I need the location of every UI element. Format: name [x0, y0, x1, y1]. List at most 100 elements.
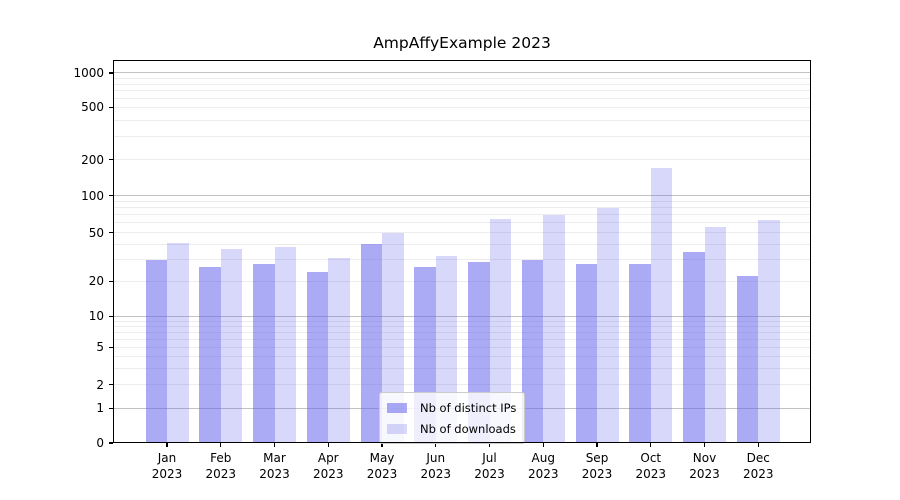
x-tick-month: May [369, 451, 395, 465]
bar-distinct-ips-nov [683, 251, 705, 443]
y-tick-label: 20 [88, 274, 104, 289]
x-tick-year: 2023 [151, 466, 183, 481]
x-tick-month: Oct [640, 451, 662, 465]
bar-downloads-apr [328, 258, 350, 443]
y-tick-mark [108, 106, 113, 109]
bar-downloads-jul [489, 218, 511, 443]
y-tick-mark [108, 407, 113, 410]
x-tick-label: Nov 2023 [673, 451, 737, 482]
bar-downloads-sep [597, 208, 619, 443]
bar-distinct-ips-feb [199, 267, 221, 443]
x-tick-year: 2023 [742, 466, 774, 481]
legend: Nb of distinct IPs Nb of downloads [379, 392, 526, 444]
legend-swatch-downloads [387, 423, 407, 434]
gridline-minor [113, 106, 811, 108]
x-tick-mark [220, 443, 222, 447]
gridline-minor [113, 206, 811, 208]
bar-downloads-may [382, 232, 404, 443]
gridline-minor [113, 346, 811, 348]
y-tick-label: 0 [96, 436, 104, 450]
legend-swatch-distinct-ips [387, 402, 407, 413]
gridline-minor [113, 214, 811, 216]
y-tick-label: 1000 [73, 65, 104, 80]
x-tick-month: Feb [210, 451, 232, 465]
x-tick-month: Apr [317, 451, 339, 465]
bar-downloads-oct [650, 167, 673, 443]
y-tick-label: 200 [81, 152, 104, 167]
y-tick-mark [108, 231, 113, 234]
x-tick-year: 2023 [581, 466, 613, 481]
x-tick-label: Jul 2023 [458, 451, 522, 482]
y-tick-mark [108, 383, 113, 386]
bar-distinct-ips-jan [145, 259, 167, 443]
x-tick-month: Mar [263, 451, 286, 465]
x-tick-label: Jun 2023 [404, 451, 468, 482]
gridline-minor [113, 331, 811, 333]
x-tick-mark [757, 443, 759, 447]
gridline-minor [113, 200, 811, 202]
gridline-major [113, 195, 811, 196]
gridline-minor [113, 222, 811, 224]
x-tick-mark [435, 443, 437, 447]
x-tick-mark [542, 443, 544, 447]
y-tick-mark [108, 158, 113, 161]
gridline-major [113, 72, 811, 74]
bar-downloads-nov [704, 227, 726, 443]
bar-distinct-ips-aug [521, 259, 544, 443]
x-tick-year: 2023 [420, 466, 452, 481]
y-tick-mark [108, 346, 113, 349]
x-tick-month: Jul [482, 451, 497, 465]
gridline-minor [113, 159, 811, 160]
gridline-minor [113, 119, 811, 121]
x-tick-label: Aug 2023 [511, 451, 575, 482]
x-tick-month: Jun [426, 451, 446, 465]
x-tick-mark [166, 443, 168, 447]
bar-downloads-jan [167, 243, 189, 443]
y-tick-label: 2 [96, 377, 104, 392]
x-tick-month: Aug [531, 451, 555, 465]
bar-distinct-ips-sep [575, 263, 597, 443]
gridline-minor [113, 355, 811, 357]
x-tick-mark [650, 443, 652, 447]
gridline-minor [113, 338, 811, 340]
x-tick-year: 2023 [635, 466, 667, 481]
gridline-minor [113, 259, 811, 261]
gridline-minor [113, 83, 811, 85]
x-tick-month: Nov [692, 451, 717, 465]
x-tick-year: 2023 [689, 466, 720, 481]
bar-downloads-aug [543, 214, 565, 443]
x-tick-month: Sep [585, 451, 609, 465]
y-tick-label: 50 [88, 225, 104, 240]
gridline-minor [113, 325, 811, 327]
legend-label-distinct-ips: Nb of distinct IPs [420, 400, 517, 415]
x-tick-month: Dec [746, 451, 770, 465]
y-tick-mark [108, 442, 113, 444]
bar-distinct-ips-apr [306, 271, 329, 443]
x-tick-year: 2023 [205, 466, 237, 481]
plot-area: Nb of distinct IPs Nb of downloads [113, 60, 811, 444]
y-tick-label: 100 [81, 188, 104, 203]
bar-downloads-mar [274, 247, 296, 443]
x-tick-month: Jan [157, 451, 177, 465]
bar-distinct-ips-oct [629, 263, 651, 443]
gridline-minor [113, 97, 811, 99]
bar-downloads-feb [220, 248, 243, 443]
x-tick-year: 2023 [259, 466, 290, 481]
gridline-minor [113, 367, 811, 369]
x-tick-mark [596, 443, 598, 447]
y-tick-mark [108, 315, 113, 318]
legend-item-downloads: Nb of downloads [387, 418, 516, 439]
x-tick-label: Dec 2023 [726, 451, 790, 482]
gridline-minor [113, 384, 811, 386]
x-tick-mark [488, 443, 491, 447]
x-tick-mark [703, 443, 706, 447]
gridline-major [113, 315, 811, 317]
y-tick-label: 10 [88, 309, 104, 324]
chart-title: AmpAffyExample 2023 [373, 34, 551, 52]
x-tick-label: Jan 2023 [135, 451, 199, 482]
y-tick-label: 500 [81, 100, 104, 115]
gridline-minor [113, 320, 811, 322]
x-tick-label: Apr 2023 [296, 451, 360, 482]
x-tick-mark [273, 443, 276, 447]
gridline-minor [113, 135, 811, 137]
